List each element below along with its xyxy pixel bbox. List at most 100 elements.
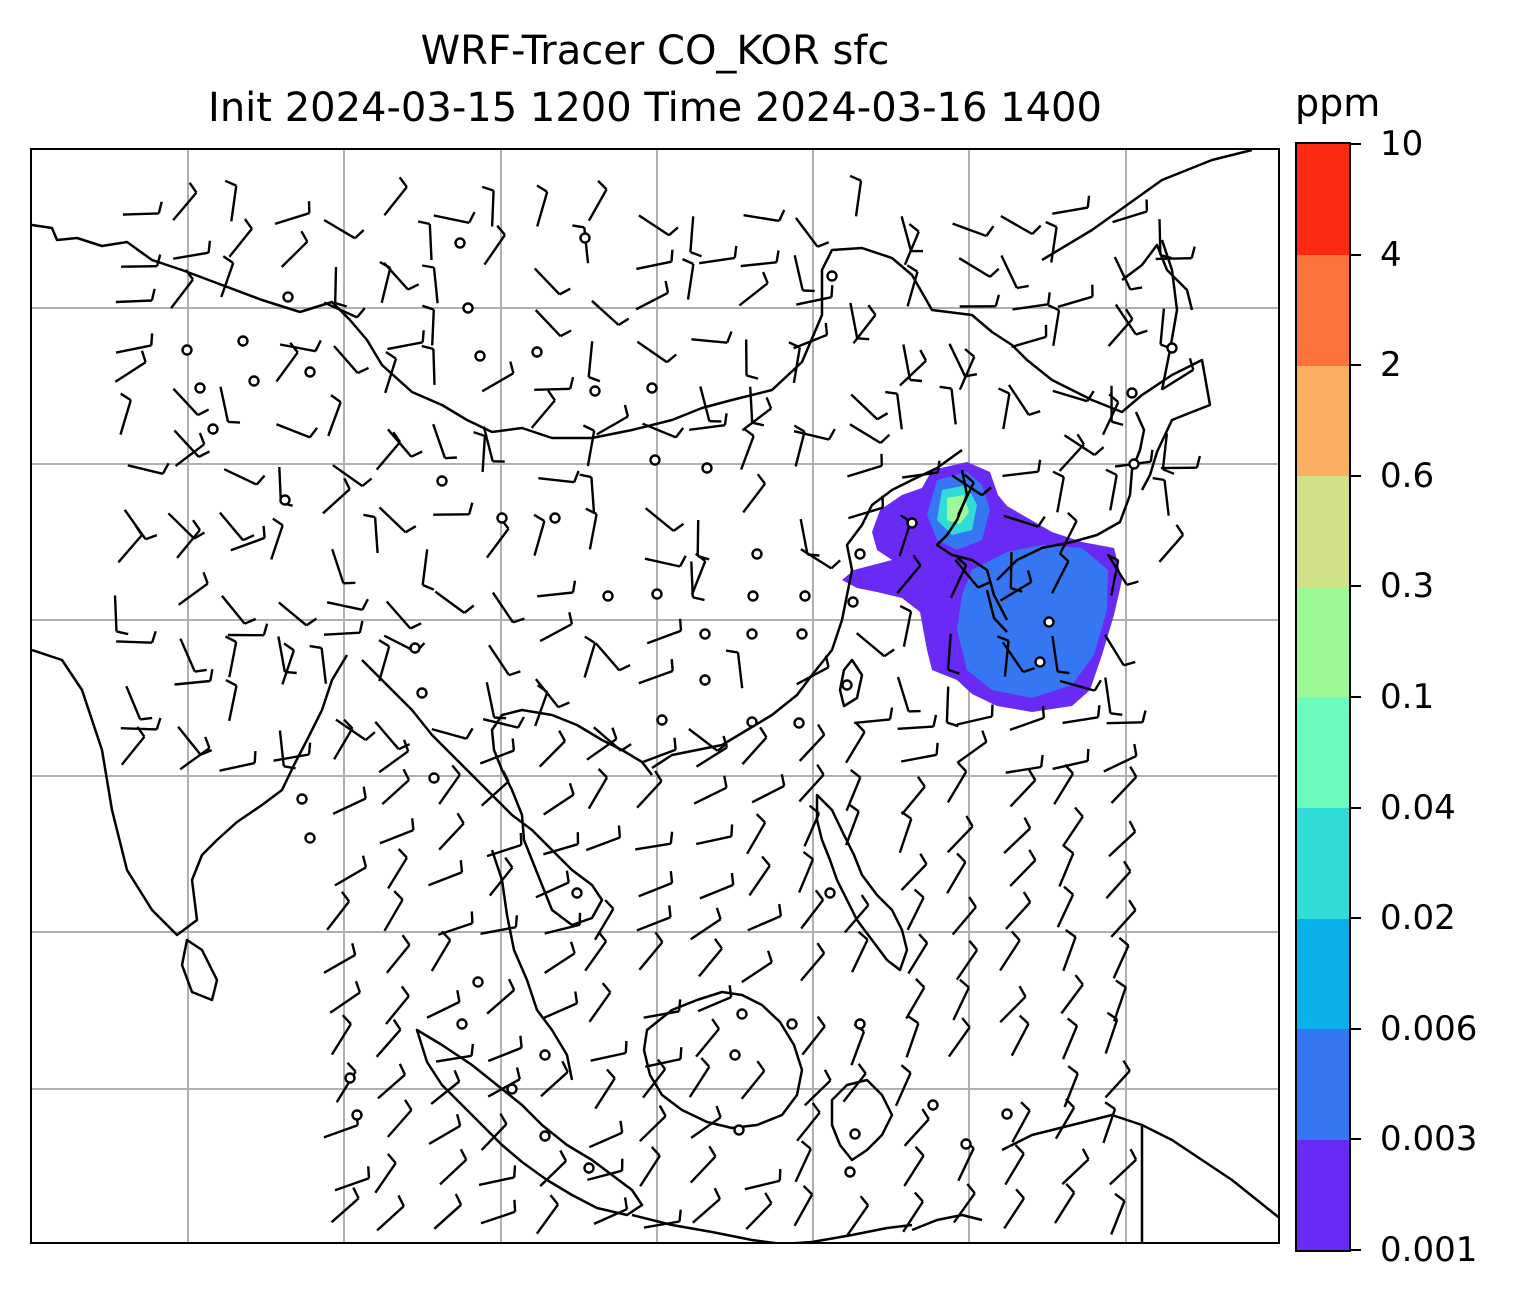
wind-barb-flag (411, 818, 415, 831)
wind-barb-shaft (696, 519, 700, 557)
wind-barb-shaft (374, 721, 400, 750)
wind-barb-shaft (281, 649, 296, 685)
wind-barb-shaft (323, 301, 358, 319)
wind-barb-shaft (639, 1155, 661, 1187)
wind-barb-shaft (385, 600, 412, 630)
wind-barb-shaft (430, 1080, 461, 1105)
wind-barb-shaft (906, 896, 925, 931)
wind-barb-flag (136, 726, 146, 738)
coastlines (32, 150, 1278, 1242)
wind-barb-flag (907, 1015, 920, 1025)
wind-barb-shaft (482, 718, 519, 729)
wind-barb-shaft (903, 1155, 925, 1187)
wind-barb-shaft (275, 351, 299, 383)
calm-wind-marker (409, 642, 421, 654)
wind-barb-shaft (1005, 765, 1042, 774)
wind-barb-flag (670, 658, 674, 672)
colorbar-tick (1351, 1138, 1361, 1141)
wind-barb-shaft (902, 471, 939, 479)
wind-barb-flag (456, 989, 461, 1003)
wind-barb-shaft (220, 262, 235, 298)
wind-barb-flag (956, 852, 967, 863)
wind-barb-flag (1123, 660, 1136, 667)
wind-barb-flag (946, 721, 959, 728)
wind-barb-shaft (380, 267, 392, 304)
wind-barb-shaft (428, 1124, 461, 1145)
wind-barb-shaft (636, 780, 663, 809)
wind-barb-shaft (485, 681, 496, 718)
wind-barb-shaft (646, 629, 682, 645)
wind-barb-shaft (334, 1177, 370, 1192)
wind-barb-shaft (688, 728, 719, 752)
wind-barb-shaft (1009, 716, 1045, 732)
wind-barb-flag (824, 655, 830, 668)
wind-barb-shaft (585, 836, 621, 852)
wind-barb-shaft (588, 991, 612, 1023)
wind-barb-flag (343, 718, 354, 730)
wind-barb-shaft (850, 1030, 866, 1066)
coastline-india (32, 648, 349, 937)
wind-barb-flag (859, 1195, 870, 1207)
wind-barb-flag (802, 850, 814, 861)
wind-barb-flag (850, 769, 862, 779)
wind-barb-flag (422, 304, 435, 311)
wind-barb-shaft (587, 188, 608, 222)
wind-barb-flag (145, 533, 158, 541)
wind-barb-shaft (900, 785, 926, 816)
wind-barb-shaft (849, 302, 859, 339)
wind-barb-shaft (844, 810, 860, 846)
wind-barb-shaft (642, 422, 677, 439)
calm-wind-marker (1166, 342, 1178, 354)
wind-barb-shaft (957, 482, 975, 516)
wind-barb-shaft (278, 601, 308, 627)
wind-barb-flag (959, 978, 970, 989)
colorbar-tick (1351, 1027, 1361, 1030)
wind-barb-shaft (228, 641, 238, 678)
calm-wind-marker (583, 1162, 595, 1174)
wind-barb-flag (569, 376, 575, 390)
wind-barb-flag (623, 404, 630, 417)
wind-barb-flag (1074, 806, 1084, 818)
wind-barb-flag (915, 978, 926, 989)
wind-barb-flag (307, 742, 312, 755)
wind-barb-shaft (167, 512, 196, 540)
wind-barb-flag (692, 596, 705, 602)
wind-barb-shaft (1109, 1158, 1137, 1186)
wind-barb-shaft (176, 529, 201, 559)
wind-barb-flag (558, 730, 567, 742)
wind-barb-shaft (854, 718, 891, 725)
wind-barb-shaft (691, 338, 728, 344)
wind-barb-flag (157, 201, 163, 214)
wind-barb-flag (392, 431, 401, 443)
calm-wind-marker (906, 517, 918, 529)
wind-barb-flag (363, 513, 376, 519)
wind-barb-shaft (1159, 308, 1166, 345)
wind-barb-shaft (123, 509, 147, 540)
wind-barb-shaft (643, 1220, 680, 1229)
wind-barb-flag (908, 223, 920, 233)
wind-barb-flag (459, 1148, 468, 1161)
wind-barb-shaft (699, 386, 711, 422)
wind-barb-shaft (896, 393, 903, 430)
calm-wind-marker (736, 1008, 748, 1020)
wind-barb-shaft (689, 216, 695, 253)
wind-barb-flag (1128, 899, 1137, 911)
wind-barb-shaft (850, 393, 879, 421)
wind-barb-flag (775, 250, 780, 263)
wind-barb-shaft (955, 949, 979, 981)
wind-barb-shaft (220, 595, 246, 625)
wind-barb-shaft (1063, 1073, 1079, 1108)
wind-barb-shaft (482, 426, 494, 462)
wind-barb-flag (559, 1149, 568, 1162)
wind-barb-shaft (748, 865, 771, 897)
wind-barb-flag (343, 581, 356, 585)
wind-barb-flag (1037, 516, 1046, 528)
wind-barb-flag (860, 894, 870, 906)
wind-barb-flag (393, 890, 404, 901)
wind-barb-flag (802, 1185, 813, 1196)
wind-barb-shaft (900, 863, 928, 891)
wind-barb-shaft (699, 256, 735, 265)
wind-barb-flag (361, 855, 368, 868)
wind-barb-shaft (796, 296, 832, 306)
wind-barb-shaft (636, 340, 668, 364)
